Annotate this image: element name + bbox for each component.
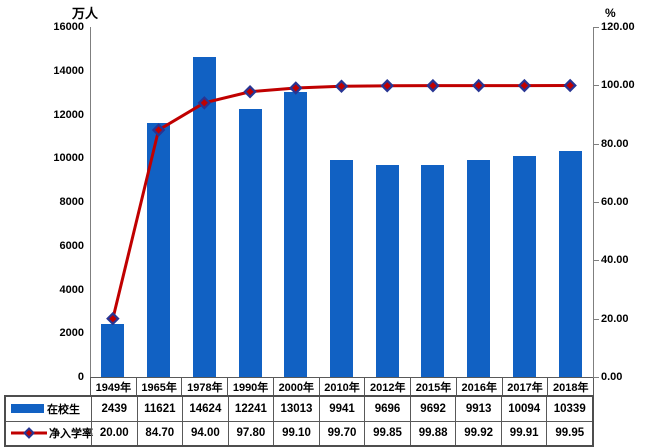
line-marker-2012年 — [380, 79, 394, 93]
bar-2012年 — [375, 164, 399, 377]
line-marker-2010年 — [334, 79, 349, 93]
value-cell: 13013 — [273, 397, 319, 421]
value-cell: 9696 — [364, 397, 410, 421]
left-axis-tick-label: 16000 — [53, 21, 84, 33]
left-axis-tick-label: 10000 — [53, 152, 84, 165]
right-axis-tick-label: 0.00 — [601, 371, 623, 383]
table-row-bars: 在校生 2439 11621 14624 12241 13013 9941 9696 9692 9… — [6, 397, 592, 421]
data-table: 在校生 2439 11621 14624 12241 13013 9941 9696 9692 9… — [4, 395, 594, 447]
right-axis-tick-mark — [593, 260, 599, 262]
right-y-axis-line — [593, 27, 594, 395]
value-cell: 10094 — [500, 397, 547, 421]
bar-1949年 — [101, 323, 125, 377]
value-cell: 14624 — [182, 397, 228, 421]
table-row-line: 净入学率 20.00 84.70 94.00 97.80 99.10 99.70 99.85 9… — [6, 420, 592, 446]
right-axis-tick-mark — [593, 318, 599, 320]
year-header-cell: 2010年 — [318, 378, 365, 395]
left-axis-tick-label: 8000 — [59, 196, 84, 208]
year-header-cell: 2016年 — [455, 378, 502, 395]
bar-2018年 — [558, 150, 582, 377]
value-cell: 99.88 — [409, 421, 456, 445]
year-header-cell: 1978年 — [181, 378, 227, 395]
category-header-row: 1949年 1965年 1978年 1990年 2000年 2010年 2012年 2015年… — [90, 377, 594, 396]
year-header-cell: 1949年 — [95, 381, 132, 394]
bar-2017年 — [512, 156, 536, 377]
bar-1978年 — [192, 57, 216, 377]
left-axis-tick-label: 14000 — [53, 64, 84, 77]
value-cell: 9941 — [318, 397, 365, 421]
value-cell: 99.70 — [318, 421, 365, 445]
right-axis-tick-mark — [593, 27, 599, 28]
year-header-cell: 2017年 — [501, 378, 548, 395]
right-axis-tick-label: 100.00 — [601, 79, 635, 92]
bar-2000年 — [284, 92, 308, 377]
bar-2016年 — [467, 160, 491, 377]
bar-1965年 — [147, 122, 171, 377]
left-axis-tick-label: 12000 — [53, 108, 84, 121]
legend-key-bars: 在校生 — [6, 397, 91, 421]
left-axis-tick-label: 6000 — [59, 239, 84, 252]
value-cell: 2439 — [91, 397, 137, 421]
value-cell: 12241 — [227, 397, 274, 421]
line-legend-swatch-icon — [11, 427, 47, 440]
year-header-cell: 1990年 — [227, 378, 273, 395]
bar-2015年 — [421, 164, 445, 377]
line-marker-2016年 — [471, 78, 486, 93]
legend-key-line: 净入学率 — [6, 422, 93, 446]
right-axis-tick-label: 40.00 — [601, 254, 629, 267]
value-cell: 9913 — [455, 397, 501, 421]
line-marker-1949年 — [106, 311, 120, 326]
value-cell: 99.95 — [546, 421, 592, 445]
line-marker-2017年 — [517, 78, 532, 93]
value-cell: 99.92 — [455, 421, 501, 445]
series-name-label: 在校生 — [47, 403, 80, 416]
year-header-cell: 2018年 — [547, 378, 593, 395]
value-cell: 99.10 — [273, 421, 319, 445]
bar-1990年 — [238, 109, 262, 377]
right-axis-tick-mark — [593, 377, 599, 378]
right-axis-tick-label: 20.00 — [601, 312, 629, 325]
left-axis-tick-label: 4000 — [59, 283, 84, 296]
series-name-label: 净入学率 — [49, 428, 93, 441]
line-marker-1990年 — [243, 84, 257, 99]
left-axis-title: 万人 — [72, 6, 99, 21]
bar-2010年 — [330, 159, 353, 377]
year-header-cell: 2012年 — [364, 378, 410, 395]
left-y-axis-line — [90, 27, 91, 395]
right-axis-tick-label: 120.00 — [601, 21, 635, 33]
right-axis-title: % — [605, 6, 616, 20]
line-marker-2018年 — [563, 78, 577, 93]
left-axis-tick-label: 0 — [77, 371, 84, 383]
right-axis-tick-mark — [593, 143, 599, 145]
value-cell: 97.80 — [227, 421, 274, 445]
value-cell: 94.00 — [182, 421, 228, 445]
value-cell: 20.00 — [91, 421, 137, 445]
right-axis-tick-label: 80.00 — [601, 137, 629, 150]
year-header-cell: 2000年 — [272, 378, 319, 395]
value-cell: 99.85 — [364, 421, 410, 445]
value-cell: 11621 — [136, 397, 183, 421]
year-header-cell: 1965年 — [135, 378, 182, 395]
right-axis-tick-mark — [593, 85, 599, 87]
value-cell: 99.91 — [500, 421, 547, 445]
line-marker-2015年 — [426, 78, 440, 93]
value-cell: 9692 — [409, 397, 456, 421]
left-axis-tick-label: 2000 — [59, 327, 84, 340]
bar-legend-swatch-icon — [11, 404, 44, 414]
value-cell: 84.70 — [136, 421, 183, 445]
year-header-cell: 2015年 — [410, 378, 456, 395]
value-cell: 10339 — [546, 397, 592, 421]
right-axis-tick-label: 60.00 — [601, 196, 629, 208]
right-axis-tick-mark — [593, 202, 599, 203]
